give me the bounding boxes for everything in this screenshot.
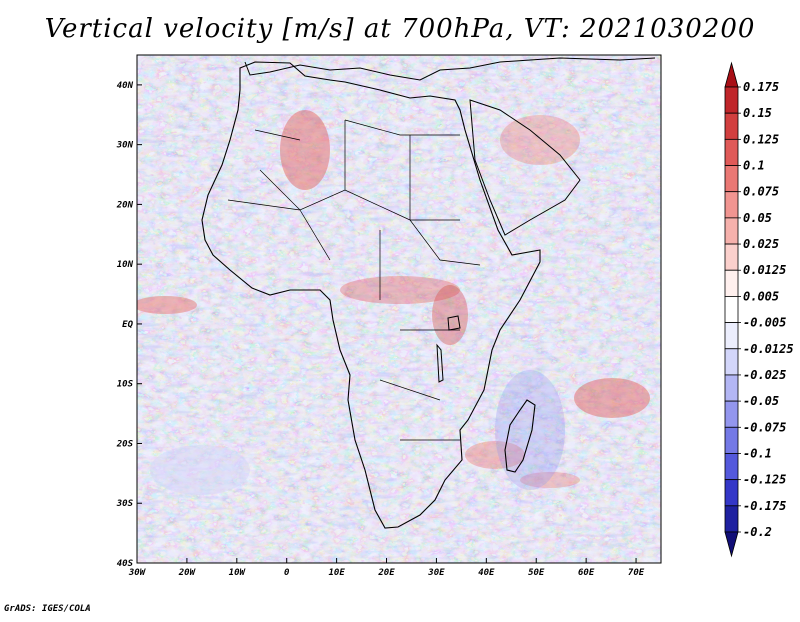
x-axis: 30W 20W 10W 0 10E 20E 30E 40E 50E 60E 70E	[128, 558, 645, 578]
lake-victoria	[447, 315, 461, 331]
x-tick-label: 30W	[128, 568, 147, 578]
plot-frame	[136, 54, 662, 564]
ascent-patch-sahara	[280, 110, 330, 190]
colorbar-box	[724, 165, 739, 193]
colorbar-label: 0.125	[743, 132, 779, 146]
x-tick-label: 10W	[229, 568, 247, 578]
y-tick-label: 10N	[117, 260, 134, 270]
x-tick-label: 20E	[377, 568, 395, 578]
colorbar-box	[724, 505, 739, 533]
colorbar-box	[724, 86, 739, 114]
colorbar-box	[724, 243, 739, 271]
europe-coastline	[244, 57, 656, 81]
colorbar-label: -0.05	[743, 394, 779, 408]
x-tick-label: 0	[284, 568, 290, 578]
colorbar: 0.175 0.15 0.125 0.1 0.075 0.05 0.025 0.0125 0.0…	[724, 61, 794, 558]
colorbar-label: 0.075	[743, 185, 779, 199]
y-tick-label: 20S	[116, 439, 134, 449]
lake-tanganyika	[436, 343, 444, 383]
colorbar-label: 0.15	[743, 106, 772, 120]
x-tick-label: 70E	[628, 568, 645, 578]
colorbar-label: -0.2	[743, 525, 772, 539]
y-tick-label: 20N	[116, 200, 134, 210]
y-tick-label: 10S	[117, 380, 134, 390]
descent-patch-atlantic	[150, 445, 250, 495]
colorbar-label: -0.175	[743, 499, 786, 513]
colorbar-box	[724, 296, 739, 323]
ascent-patch-mozambique	[465, 441, 525, 469]
ascent-patch-equatorial	[340, 276, 460, 304]
y-tick-label: 40N	[117, 81, 134, 91]
madagascar-coastline	[504, 399, 536, 473]
colorbar-label: -0.025	[743, 368, 786, 382]
colorbar-box	[724, 269, 739, 297]
x-tick-label: 60E	[578, 568, 595, 578]
y-tick-label: EQ	[122, 320, 133, 330]
colorbar-label: 0.175	[743, 80, 779, 94]
colorbar-label: 0.0125	[743, 263, 786, 277]
colorbar-box	[724, 400, 739, 428]
colorbar-bottom-triangle	[724, 531, 739, 558]
colorbar-box	[724, 348, 739, 376]
colorbar-top-triangle	[724, 61, 739, 88]
colorbar-label: -0.0125	[743, 342, 794, 356]
colorbar-box	[724, 112, 739, 140]
ascent-patch-indian-ocean	[574, 378, 650, 418]
y-tick-label: 30S	[116, 499, 134, 509]
x-tick-label: 30E	[427, 568, 445, 578]
ascent-patch-lakes	[432, 285, 468, 345]
x-tick-label: 50E	[528, 568, 545, 578]
colorbar-label: -0.125	[743, 473, 786, 487]
colorbar-box	[724, 374, 739, 402]
y-tick-label: 40S	[117, 559, 134, 569]
ascent-patch-south-ocean	[520, 472, 580, 488]
colorbar-label: 0.005	[743, 289, 779, 303]
x-tick-label: 20W	[178, 568, 197, 578]
colorbar-box	[724, 479, 739, 507]
colorbar-label: -0.075	[743, 420, 786, 434]
colorbar-box	[724, 217, 739, 245]
velocity-field	[137, 55, 661, 563]
x-tick-label: 10E	[328, 568, 345, 578]
africa-coastline	[201, 61, 541, 529]
colorbar-box	[724, 322, 739, 350]
colorbar-label: 0.05	[743, 211, 772, 225]
credit-label: GrADS: IGES/COLA	[4, 604, 91, 614]
country-borders	[227, 119, 481, 441]
colorbar-box	[724, 138, 739, 166]
chart-title: Vertical velocity [m/s] at 700hPa, VT: 2…	[44, 14, 756, 44]
colorbar-box	[724, 426, 739, 454]
descent-patch	[495, 370, 565, 490]
ascent-patch-atlantic	[137, 296, 197, 314]
colorbar-label: 0.1	[743, 159, 765, 173]
colorbar-label: -0.005	[743, 316, 786, 330]
colorbar-box	[724, 191, 739, 219]
y-tick-label: 30N	[116, 141, 134, 151]
arabia-coastline	[469, 99, 581, 236]
colorbar-box	[724, 453, 739, 481]
colorbar-label: 0.025	[743, 237, 779, 251]
colorbar-label: -0.1	[743, 446, 772, 460]
y-axis: 40N 30N 20N 10N EQ 10S 20S 30S 40S	[116, 81, 142, 569]
ascent-patch-middle-east	[500, 115, 580, 165]
x-tick-label: 40E	[478, 568, 495, 578]
